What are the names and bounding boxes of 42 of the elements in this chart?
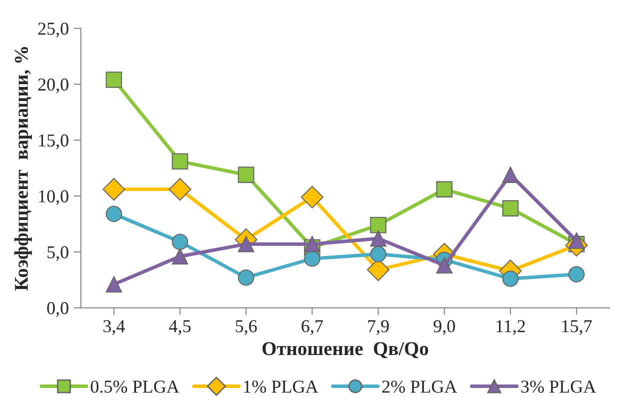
x-tick-label: 6,7 bbox=[302, 320, 323, 335]
point bbox=[238, 269, 254, 286]
legend-label: 0.5% PLGA bbox=[90, 380, 180, 393]
point bbox=[436, 257, 452, 274]
point bbox=[102, 178, 126, 201]
legend-label: 3% PLGA bbox=[521, 380, 596, 393]
y-axis-title: Коэффициент вариации, % bbox=[14, 47, 32, 291]
point bbox=[568, 266, 585, 282]
point bbox=[172, 153, 188, 170]
x-axis-title: Отношение Qв/Qo bbox=[262, 342, 428, 358]
point bbox=[238, 166, 254, 183]
point bbox=[168, 178, 192, 201]
legend-label: 1% PLGA bbox=[244, 380, 318, 393]
x-tick-label: 4,5 bbox=[169, 320, 191, 335]
point bbox=[370, 246, 386, 262]
point bbox=[106, 276, 122, 292]
point bbox=[304, 236, 320, 252]
y-tick-label: 5,0 bbox=[48, 246, 68, 261]
point bbox=[304, 250, 320, 267]
point bbox=[172, 234, 188, 250]
point bbox=[502, 166, 519, 183]
point bbox=[172, 248, 188, 265]
x-tick-label: 15,7 bbox=[562, 320, 592, 335]
legend-label: 2% PLGA bbox=[382, 380, 458, 393]
point bbox=[436, 181, 452, 198]
point bbox=[106, 206, 122, 222]
point bbox=[502, 270, 519, 287]
x-tick-label: 11,2 bbox=[496, 320, 525, 335]
y-tick-label: 15,0 bbox=[39, 134, 68, 150]
point bbox=[106, 72, 122, 88]
x-tick-label: 3,4 bbox=[103, 320, 125, 335]
point bbox=[502, 200, 519, 216]
y-tick-label: 10,0 bbox=[39, 190, 68, 206]
point bbox=[370, 230, 386, 247]
x-tick-label: 5,6 bbox=[236, 320, 257, 335]
x-tick-label: 9,0 bbox=[434, 320, 455, 335]
y-tick-label: 20,0 bbox=[38, 78, 68, 94]
point bbox=[370, 216, 386, 234]
x-tick-label: 7,9 bbox=[368, 320, 389, 335]
point bbox=[300, 186, 324, 208]
y-tick-label: 0,0 bbox=[47, 302, 68, 317]
y-tick-label: 25,0 bbox=[38, 22, 68, 38]
